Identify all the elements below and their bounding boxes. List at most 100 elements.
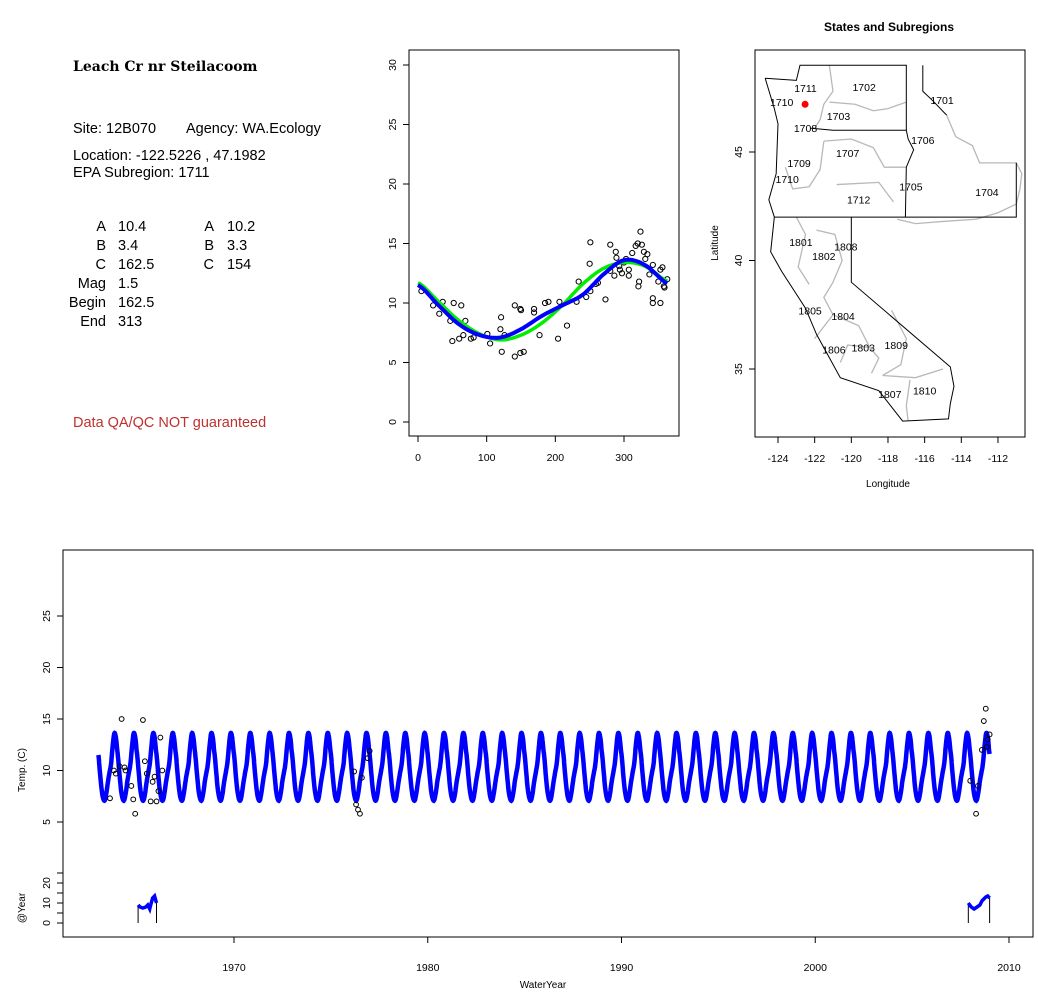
data-point [487,340,494,347]
data-point [130,796,137,803]
data-point [980,718,987,724]
param-value: 3.3 [227,238,247,254]
subregion-label: 1711 [794,83,817,95]
map-y-label: Latitude [710,225,721,261]
data-point [497,326,504,333]
data-point [530,305,538,313]
plot-frame [408,49,680,437]
site-marker [801,100,809,108]
data-point [629,249,636,257]
lon-tick-label: -120 [841,453,862,465]
data-point [646,271,653,278]
state-boundary [764,78,955,422]
data-point [155,788,162,794]
epa-subregion: EPA Subregion: 1711 [73,165,210,181]
data-point [613,254,620,261]
data-point [141,758,148,765]
data-point [497,314,505,321]
param-key: End [80,314,106,330]
data-point [351,768,358,775]
x-tick-label: 200 [547,452,565,464]
data-point [644,251,651,258]
data-point [436,310,443,317]
data-point [157,734,164,741]
state-boundary [810,127,915,218]
param-key: A [204,219,214,235]
data-point [638,241,645,248]
data-point [366,748,373,754]
data-point [153,798,160,805]
y-tick-label: 20 [387,178,399,190]
data-point [982,705,989,712]
lat-tick-label: 35 [733,363,745,375]
subregion-label: 1712 [847,195,871,207]
plot-frame [62,549,1034,938]
data-point [118,716,125,722]
lat-tick-label: 40 [733,255,745,267]
data-point [618,270,626,277]
param-value: 3.4 [118,238,138,254]
subregion-label: 1701 [930,95,954,107]
fit-parameters-table: A 10.4 B 3.4 C 162.5 Mag 1.5 Begin 162.5 End 313 A 10… [69,219,255,330]
subregion-label: 1807 [878,389,902,401]
y-tick-label: 15 [387,238,399,250]
lon-tick-label: -116 [915,453,935,465]
subregion-label: 1710 [770,97,794,109]
site-info-panel: Leach Cr nr Steilacoom Site: 12B070 Agen… [69,59,322,431]
data-point [520,348,527,355]
data-point [151,773,158,780]
data-point [545,298,552,305]
data-point [132,810,139,817]
lon-tick-label: -122 [804,453,825,465]
seasonal-scatter-plot: 0 100 200 300 0 5 10 15 20 25 30 [387,49,680,464]
data-point [657,299,664,307]
data-point [112,770,119,777]
data-point [122,767,129,774]
data-point [456,335,463,342]
time-series-plot: WaterYear Temp. (C) @Year 1970 1980 1990 20… [17,549,1034,991]
y-tick-label: 20 [41,662,53,674]
x-tick-label: 1970 [222,962,246,974]
data-point [128,783,135,789]
subregion-label: 1710 [775,174,799,186]
data-point [649,261,656,269]
data-point [430,302,437,309]
param-key: B [96,238,106,254]
subregion-label: 1803 [852,342,876,354]
subregion-boundary [823,138,907,168]
subregion-boundary [836,181,894,203]
map-title: States and Subregions [824,20,954,34]
subregion-map: States and Subregions Longitude Latitude… [710,20,1026,490]
data-point [625,266,632,273]
subregion-label: 1805 [798,305,822,317]
data-point [541,299,549,307]
subregion-label: 1708 [794,123,818,135]
data-point [498,348,505,355]
x-tick-label: 1990 [610,962,634,974]
param-value: 162.5 [118,295,154,311]
subregion-label: 1801 [789,237,813,249]
x-tick-label: 0 [415,452,421,464]
state-boundary [922,65,947,116]
fitted-seasonal-line [96,730,992,804]
location: Location: -122.5226 , 47.1982 [73,148,266,164]
data-point [364,755,371,762]
subregion-label: 1704 [975,187,999,199]
subregion-boundary [882,368,944,379]
y-tick-label: 25 [387,119,399,131]
data-point [511,353,518,360]
subregion-boundary [784,141,825,190]
subregion-boundary [814,314,834,340]
subregion-label: 1809 [885,340,909,352]
year-series-line [136,892,159,915]
x-tick-label: 100 [478,452,496,464]
data-point [649,299,656,307]
subregion-boundary [795,216,810,285]
fit-blue-line [416,257,669,340]
year-y-tick-label: 0 [41,920,53,926]
subregion-boundary [816,229,880,374]
x-axis-label: WaterYear [520,980,567,991]
subregion-label: 1810 [913,386,937,398]
data-point [983,743,990,750]
